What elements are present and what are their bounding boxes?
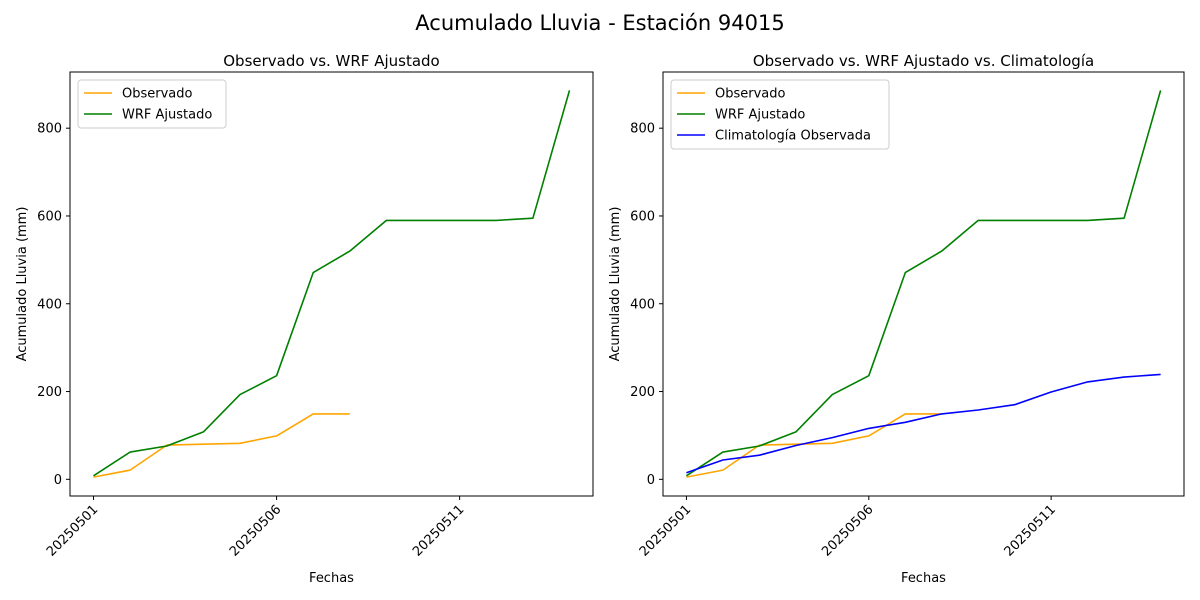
plot-area: [662, 71, 1185, 497]
x-tick-label: 20250501: [44, 502, 101, 559]
chart-title: Observado vs. WRF Ajustado: [223, 52, 439, 70]
chart-title: Observado vs. WRF Ajustado vs. Climatolo…: [753, 52, 1094, 70]
y-tick-label: 0: [54, 473, 62, 488]
legend-box: [670, 79, 890, 150]
chart-panel-observado-wrf: Observado vs. WRF Ajustado Fechas Acumul…: [15, 52, 594, 586]
legend-label: WRF Ajustado: [122, 108, 212, 123]
x-axis-label: Fechas: [309, 571, 354, 586]
legend: Observado WRF Ajustado: [77, 79, 227, 129]
plot-area: [69, 71, 594, 497]
x-tick-label: 20250506: [227, 502, 284, 559]
y-tick-label: 200: [630, 385, 655, 400]
y-tick-label: 600: [630, 209, 655, 224]
figure-title: Acumulado Lluvia - Estación 94015: [415, 11, 784, 35]
legend: Observado WRF Ajustado Climatología Observ…: [670, 79, 890, 150]
legend-label: WRF Ajustado: [715, 108, 805, 123]
y-tick-label: 800: [630, 122, 655, 137]
series-line-wrf-ajustado: [685, 90, 1162, 477]
series-line-wrf-ajustado: [93, 90, 571, 477]
y-tick-label: 400: [37, 297, 62, 312]
x-axis-label: Fechas: [901, 571, 946, 586]
legend-label: Climatología Observada: [715, 129, 871, 144]
legend-label: Observado: [122, 87, 193, 102]
y-axis-label: Acumulado Lluvia (mm): [608, 207, 623, 362]
y-tick-label: 800: [37, 122, 62, 137]
x-tick-label: 20250511: [410, 502, 467, 559]
x-tick-label: 20250511: [1002, 502, 1059, 559]
y-axis-label: Acumulado Lluvia (mm): [15, 207, 30, 362]
legend-label: Observado: [715, 87, 786, 102]
series-line-observado: [93, 413, 350, 478]
legend-box: [77, 79, 227, 129]
chart-panel-observado-wrf-climatologia: Observado vs. WRF Ajustado vs. Climatolo…: [608, 52, 1185, 586]
x-tick-label: 20250501: [637, 502, 694, 559]
series-line-climatologia-observada: [686, 373, 1161, 474]
y-tick-label: 200: [37, 385, 62, 400]
chart-marks: 0 200 400 600 800 20250501 20250506 20250511: [37, 90, 571, 560]
y-tick-label: 400: [630, 297, 655, 312]
x-tick-label: 20250506: [819, 502, 876, 559]
chart-marks: 0 200 400 600 800 20250501 20250506 20250511: [630, 90, 1162, 560]
y-tick-label: 600: [37, 209, 62, 224]
series-line-observado: [686, 413, 942, 478]
y-tick-label: 0: [647, 473, 655, 488]
